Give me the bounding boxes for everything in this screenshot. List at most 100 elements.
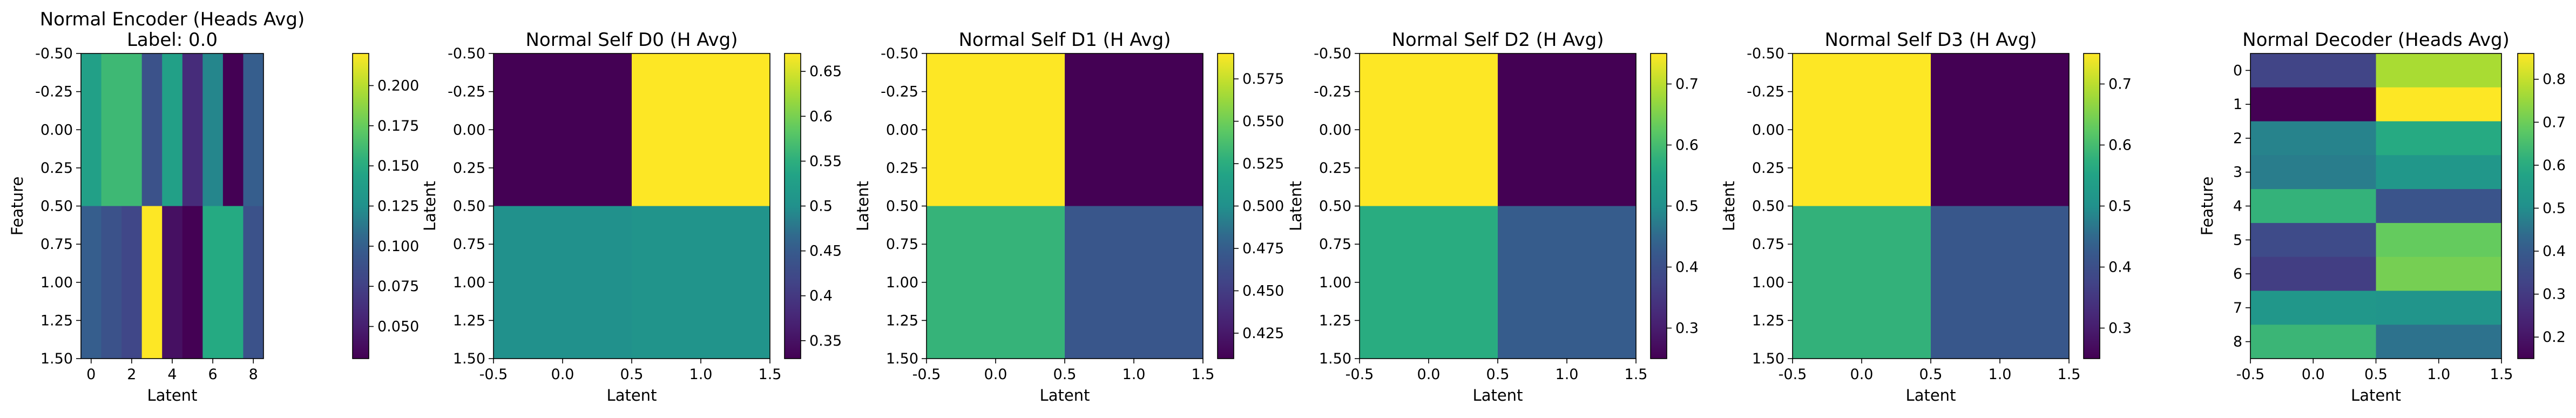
x-tick-label: 1.5 [1192, 366, 1215, 383]
y-tick-label: 5 [2233, 232, 2242, 248]
colorbar-tick-label: 0.3 [1675, 320, 1699, 337]
heatmap-panel-4: -0.5 0.0 0.5 1.0 1.5 -0.50 -0.25 0.00 0.25 0.50 0.… [1720, 29, 2132, 404]
x-tick-label: -0.5 [912, 366, 941, 383]
heatmap-cell-r1-c5 [182, 206, 203, 359]
colorbar-tick-label: 0.4 [1675, 259, 1699, 276]
colorbar-tick-label: 0.550 [1242, 113, 1284, 130]
heatmap-cell-r4-c0 [2250, 189, 2376, 224]
heatmap-cell-r0-c0 [493, 53, 632, 206]
y-tick-label: 7 [2233, 300, 2242, 316]
colorbar-tick-label: 0.8 [2543, 71, 2566, 88]
x-tick-label: 0.5 [620, 366, 644, 383]
y-tick-label: 0.50 [40, 198, 73, 215]
colorbar-tick-label: 0.35 [809, 333, 842, 349]
y-tick-label: -0.25 [35, 84, 73, 100]
heatmap-panel-0: 0 2 4 6 8 -0.50 -0.25 0.00 0.25 0.50 0.75 1.00 1.25 1… [8, 9, 419, 404]
y-tick-label: 0.75 [886, 236, 918, 253]
colorbar [1217, 53, 1234, 359]
colorbar-tick-label: 0.150 [377, 158, 419, 174]
heatmap-panel-5: -0.5 0.0 0.5 1.0 1.5 0 1 2 3 4 5 6 7 8 Latent Feature No… [2198, 29, 2566, 404]
x-tick-label: -0.5 [2236, 366, 2265, 383]
colorbar [352, 53, 369, 359]
x-tick-label: 8 [249, 366, 258, 383]
colorbar-tick-label: 0.7 [1675, 76, 1699, 93]
colorbar-tick-label: 0.4 [809, 288, 833, 305]
colorbar-tick-label: 0.6 [1675, 137, 1699, 154]
y-tick-label: 2 [2233, 130, 2242, 147]
y-tick-label: -0.25 [1747, 84, 1784, 100]
y-tick-label: 1.50 [40, 350, 73, 367]
colorbar-tick-label: 0.125 [377, 198, 419, 215]
colorbar-tick-label: 0.65 [809, 63, 842, 80]
colorbar-tick-label: 0.100 [377, 238, 419, 255]
y-tick-label: 1.00 [1319, 274, 1351, 291]
y-tick-label: 0.00 [886, 122, 918, 138]
x-axis-label: Latent [2351, 386, 2401, 404]
colorbar-tick-label: 0.7 [2543, 114, 2566, 131]
y-tick-label: 1.25 [1319, 312, 1351, 329]
heatmap-cell-r0-c7 [222, 53, 244, 206]
heatmap-cell-r1-c1 [1931, 206, 2070, 359]
y-tick-label: 1.00 [886, 274, 918, 291]
colorbar-tick-label: 0.6 [809, 108, 833, 125]
x-tick-label: 1.5 [2490, 366, 2513, 383]
x-tick-label: 0.5 [2364, 366, 2388, 383]
y-tick-label: 1.00 [1752, 274, 1784, 291]
chart-title: Normal Decoder (Heads Avg) [2242, 29, 2510, 51]
heatmap-cell-r0-c8 [243, 53, 264, 206]
heatmap-cell-r7-c1 [2376, 291, 2502, 325]
y-tick-label: 1 [2233, 96, 2242, 113]
y-tick-label: 0.25 [40, 160, 73, 177]
y-tick-label: 0.25 [1752, 160, 1784, 177]
heatmap-cell-r3-c0 [2250, 155, 2376, 190]
heatmap-cell-r0-c1 [2376, 53, 2502, 88]
chart-title: Normal Self D0 (H Avg) [525, 29, 738, 51]
x-tick-label: 0.5 [1486, 366, 1510, 383]
colorbar-tick-label: 0.525 [1242, 156, 1284, 172]
heatmap-cell-r0-c0 [81, 53, 102, 206]
heatmap-panel-3: -0.5 0.0 0.5 1.0 1.5 -0.50 -0.25 0.00 0.25 0.50 0.… [1287, 29, 1699, 404]
y-axis-label: Feature [2198, 177, 2216, 236]
heatmap-cell-r1-c1 [101, 206, 122, 359]
colorbar-tick-label: 0.7 [2108, 76, 2132, 93]
heatmap-cell-r1-c0 [927, 206, 1065, 359]
y-tick-label: 0.25 [886, 160, 918, 177]
x-tick-label: 4 [167, 366, 177, 383]
y-tick-label: 0.50 [453, 198, 485, 215]
chart-title: Normal Encoder (Heads Avg) [40, 9, 305, 30]
colorbar-tick-label: 0.200 [377, 77, 419, 94]
x-axis-label: Latent [607, 386, 657, 404]
colorbar-tick-label: 0.175 [377, 118, 419, 134]
x-axis-label: Latent [1040, 386, 1090, 404]
heatmap-cell-r1-c1 [2376, 87, 2502, 122]
heatmap-cell-r0-c0 [927, 53, 1065, 206]
x-tick-label: 0.0 [2302, 366, 2325, 383]
heatmap-cell-r0-c0 [1360, 53, 1498, 206]
y-tick-label: -0.50 [1314, 45, 1351, 62]
y-tick-label: 0.50 [1319, 198, 1351, 215]
heatmap-panel-1: -0.5 0.0 0.5 1.0 1.5 -0.50 -0.25 0.00 0.25 0.50 0.… [421, 29, 842, 404]
heatmap-cell-r1-c1 [1498, 206, 1637, 359]
heatmap-cell-r1-c1 [632, 206, 770, 359]
heatmap-cell-r8-c1 [2376, 325, 2502, 359]
heatmap-cell-r6-c0 [2250, 257, 2376, 291]
y-tick-label: 1.50 [1319, 350, 1351, 367]
heatmap-cell-r0-c6 [202, 53, 224, 206]
colorbar [784, 53, 801, 359]
heatmap-cell-r1-c0 [2250, 87, 2376, 122]
colorbar-tick-label: 0.3 [2543, 286, 2566, 303]
chart-subtitle: Label: 0.0 [127, 29, 218, 51]
y-tick-label: 1.25 [40, 312, 73, 329]
y-axis-label: Latent [421, 181, 439, 231]
heatmap-cell-r2-c0 [2250, 121, 2376, 156]
y-tick-label: 1.50 [1752, 350, 1784, 367]
y-tick-label: 1.25 [453, 312, 485, 329]
y-tick-label: -0.25 [1314, 84, 1351, 100]
y-tick-label: 1.25 [886, 312, 918, 329]
y-tick-label: -0.50 [35, 45, 73, 62]
x-tick-label: -0.5 [1346, 366, 1374, 383]
colorbar-tick-label: 0.5 [2108, 198, 2132, 215]
colorbar-tick-label: 0.6 [2543, 157, 2566, 174]
y-tick-label: 1.50 [886, 350, 918, 367]
heatmap-cell-r0-c1 [1931, 53, 2070, 206]
